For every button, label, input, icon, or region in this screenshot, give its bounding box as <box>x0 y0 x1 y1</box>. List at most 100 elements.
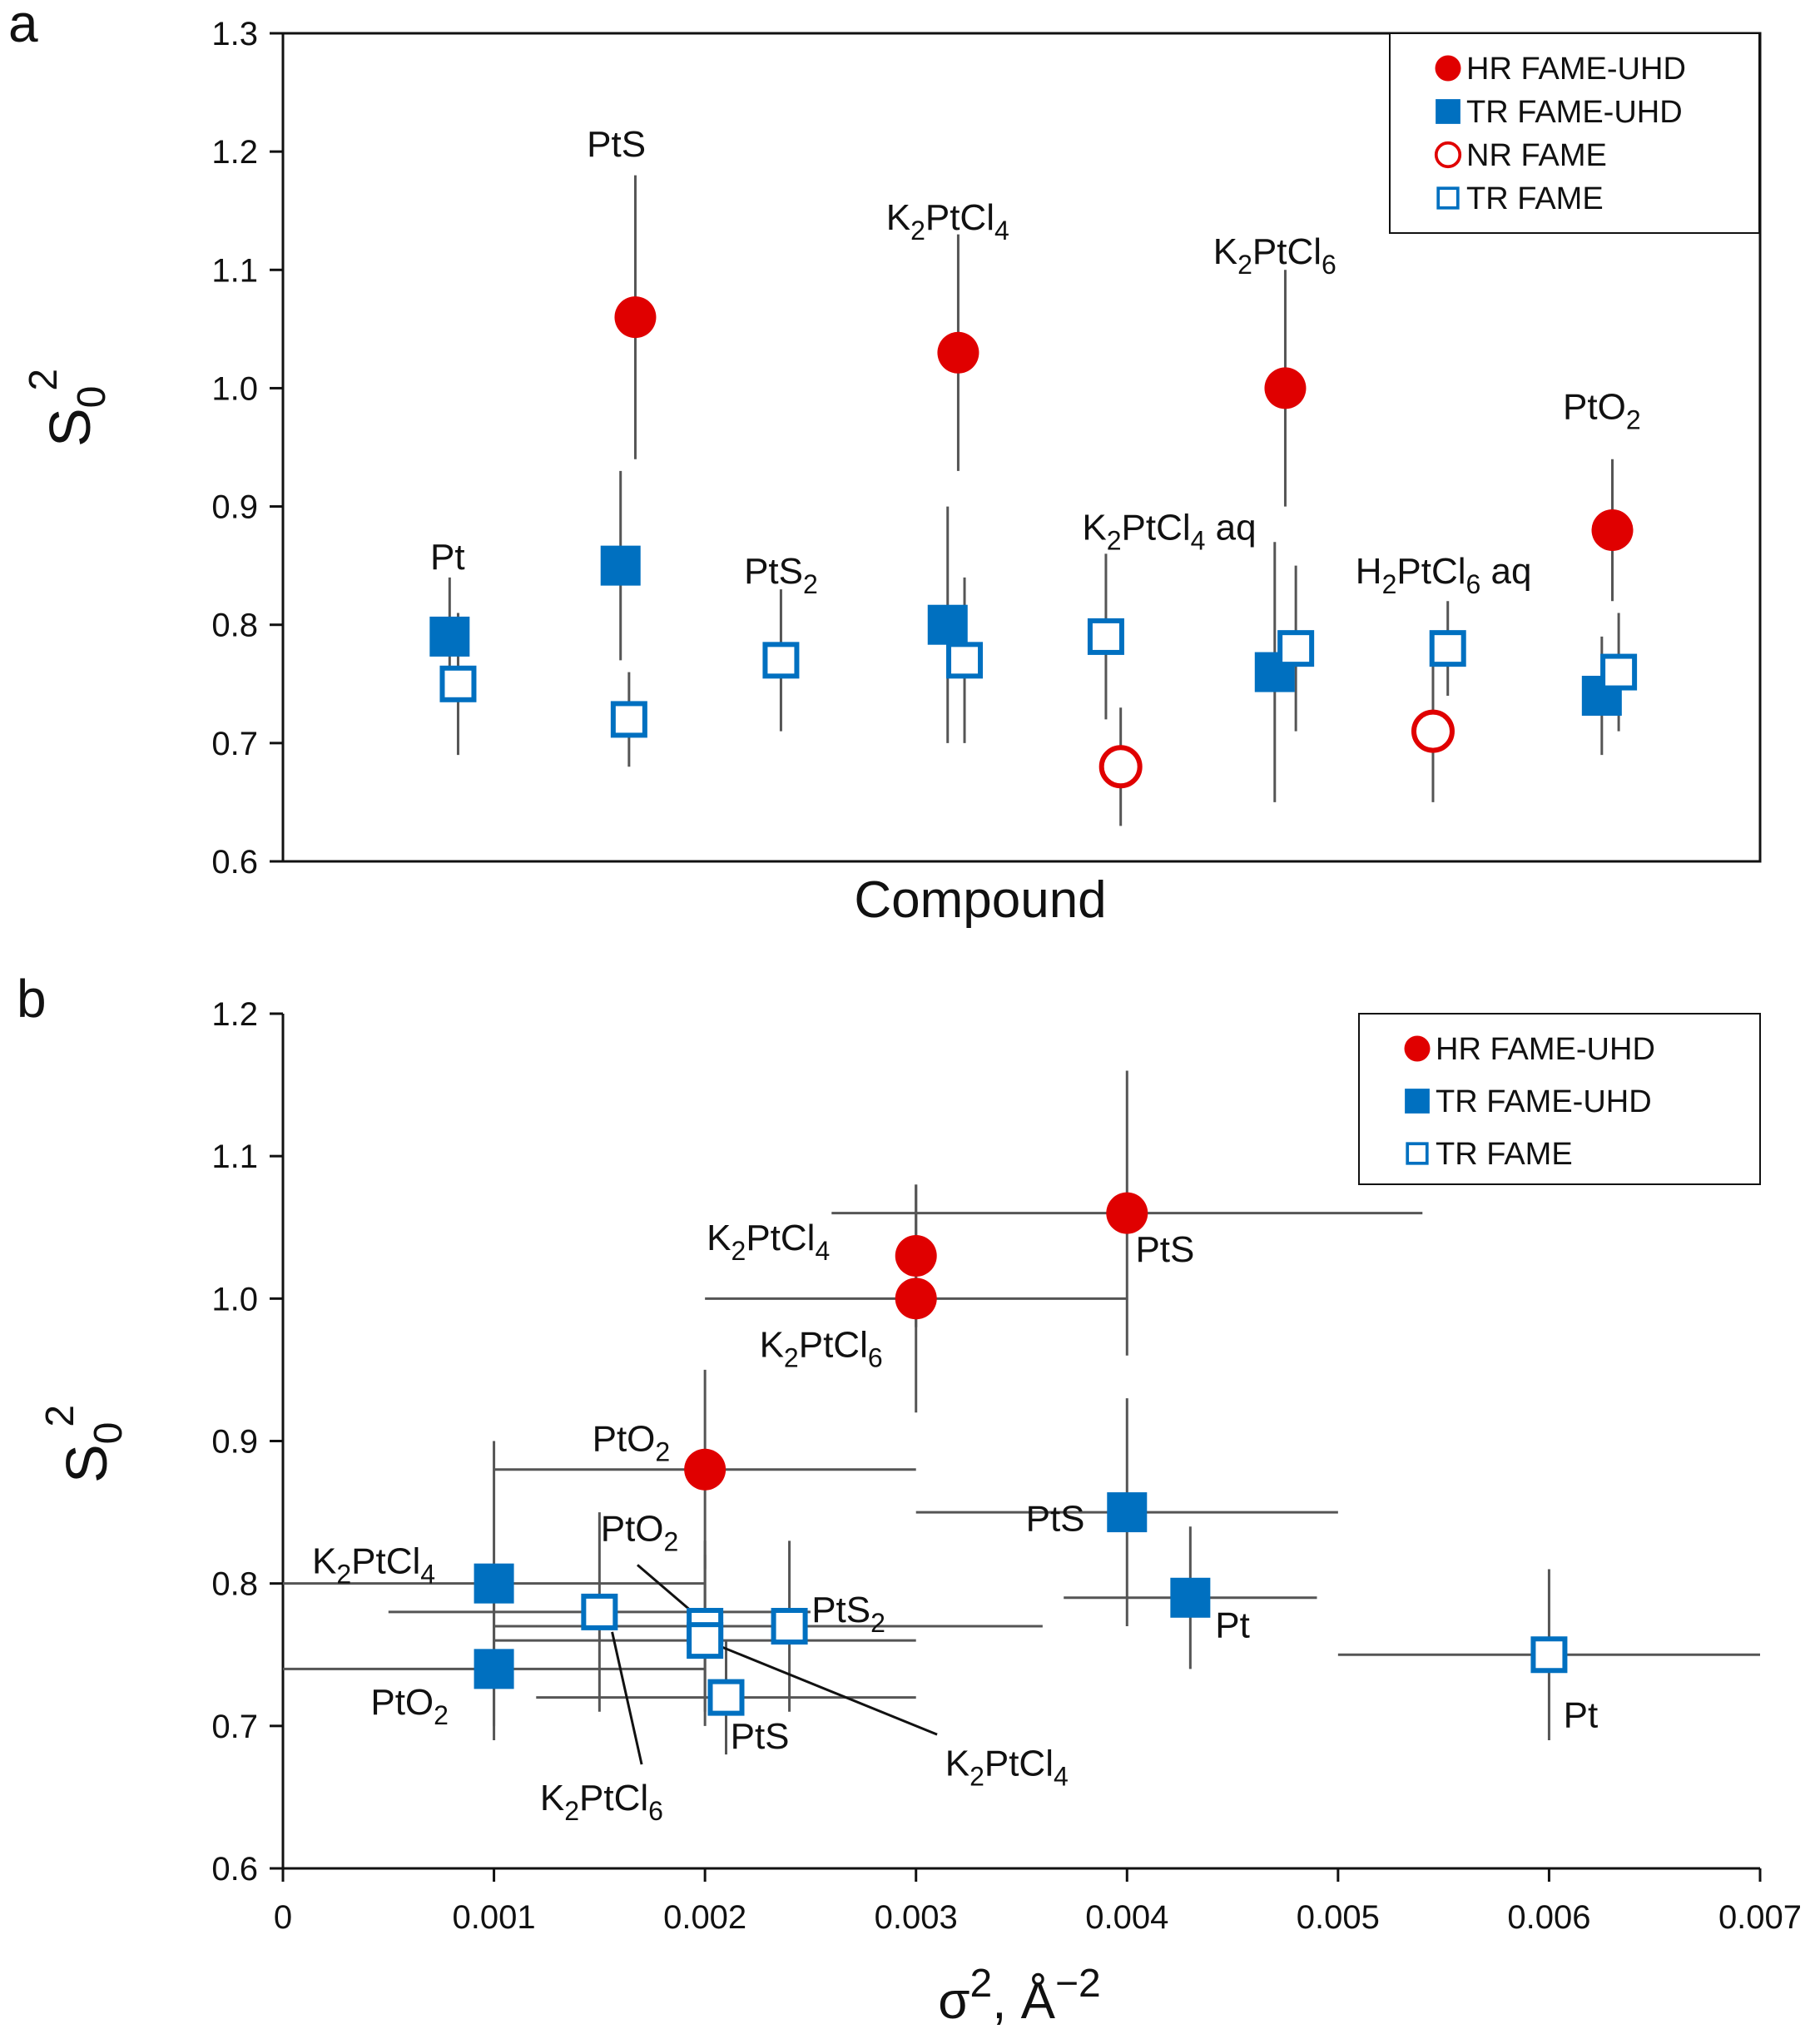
panel-b-x-tick-label: 0 <box>274 1899 292 1936</box>
panel-b-point-hr-fame-uhd <box>1106 1192 1148 1234</box>
panel-a-plot-frame <box>281 32 1762 863</box>
panel-b-letter: b <box>17 969 47 1029</box>
panel-a-compound-label: PtO2 <box>1563 386 1641 434</box>
panel-a-point-tr-fame <box>1087 618 1124 655</box>
panel-a-compound-label: Pt <box>430 537 465 578</box>
panel-b-compound-label: PtO2 <box>593 1418 671 1466</box>
panel-a-point-tr-fame <box>610 701 647 738</box>
panel-a-legend-label-tr-fame-uhd: TR FAME-UHD <box>1466 95 1683 130</box>
panel-a-point-tr-fame <box>1600 653 1638 691</box>
panel-a-point-tr-fame-uhd <box>927 604 968 645</box>
panel-a-point-hr-fame-uhd <box>614 296 657 339</box>
panel-a-legend-label-nr-fame: NR FAME <box>1466 138 1607 173</box>
panel-b-x-axis-title: σ2, Å−2 <box>938 1962 1101 2030</box>
panel-b-x-tick-label: 0.006 <box>1507 1899 1590 1936</box>
panel-b-compound-label: PtS2 <box>811 1590 885 1638</box>
panel-b-legend: HR FAME-UHD TR FAME-UHD TR FAME <box>1358 1013 1761 1185</box>
panel-b-compound-label: PtS <box>1135 1229 1194 1270</box>
panel-a-legend-label-tr-fame: TR FAME <box>1466 181 1604 216</box>
panel-a-point-tr-fame-uhd <box>600 545 641 586</box>
panel-a-point-tr-fame-uhd <box>429 616 470 657</box>
panel-a-legend-marker-tr-fame-uhd <box>1436 99 1460 124</box>
panel-b-point-tr-fame-uhd <box>474 1649 514 1689</box>
panel-b-x-tick-label: 0.001 <box>453 1899 536 1936</box>
panel-b-y-axis-title: S02 <box>38 1405 131 1483</box>
panel-b-compound-label: PtS <box>731 1716 790 1757</box>
panel-a-y-tick-label: 1.2 <box>211 134 258 171</box>
panel-b-point-tr-fame <box>771 1608 808 1645</box>
panel-b-point-tr-fame <box>707 1679 745 1716</box>
panel-b-compound-label: K2PtCl4 <box>312 1541 435 1590</box>
panel-b-y-tick-label: 1.1 <box>211 1139 258 1175</box>
panel-b-legend-marker-tr-fame <box>1406 1142 1429 1165</box>
panel-b-legend-label-tr-fame: TR FAME <box>1436 1137 1573 1172</box>
panel-a-y-tick-label: 0.7 <box>211 726 258 762</box>
panel-b-compound-label: PtO2 <box>370 1682 449 1730</box>
panel-a-y-tick-label: 0.9 <box>211 489 258 526</box>
panel-a-letter: a <box>8 0 38 53</box>
panel-a-compound-label: PtS2 <box>744 551 818 599</box>
panel-a-y-axis-title: S02 <box>22 369 114 447</box>
panel-b-compound-label: K2PtCl4 <box>707 1218 830 1266</box>
panel-a-point-hr-fame-uhd <box>1591 509 1634 551</box>
panel-a-y-tick-label: 1.3 <box>211 16 258 52</box>
panel-a-point-tr-fame <box>1429 630 1466 667</box>
panel-b-point-tr-fame-uhd <box>474 1563 514 1604</box>
svg-text:S02: S02 <box>22 369 114 447</box>
panel-a-legend-marker-nr-fame <box>1434 141 1462 169</box>
panel-a-y-tick-label: 1.0 <box>211 370 258 407</box>
panel-a-y-tick-label: 0.6 <box>211 844 258 881</box>
panel-b-y-tick-label: 0.6 <box>211 1851 258 1888</box>
panel-b-y-tick-label: 1.0 <box>211 1281 258 1317</box>
panel-b-compound-label: K2PtCl6 <box>540 1778 663 1826</box>
panel-b-legend-marker-tr-fame-uhd <box>1405 1089 1430 1114</box>
panel-a-point-hr-fame-uhd <box>1264 367 1307 409</box>
panel-b-x-tick-label: 0.002 <box>663 1899 746 1936</box>
panel-a-legend: HR FAME-UHD TR FAME-UHD NR FAME TR FAME <box>1389 32 1760 234</box>
panel-a-point-tr-fame <box>946 642 984 679</box>
panel-b-compound-label: Pt <box>1215 1605 1250 1646</box>
panel-b-legend-label-hr-fame-uhd: HR FAME-UHD <box>1436 1032 1655 1067</box>
panel-b-point-tr-fame-uhd <box>1107 1492 1148 1533</box>
panel-b-point-hr-fame-uhd <box>895 1277 937 1320</box>
panel-b-compound-label: PtO2 <box>601 1508 679 1556</box>
panel-b-x-tick-label: 0.004 <box>1085 1899 1168 1936</box>
panel-a-compound-label: K2PtCl4 <box>886 197 1009 246</box>
panel-b-y-tick-label: 0.7 <box>211 1709 258 1745</box>
panel-b-chart: b S02 σ2, Å−2 0.6 0.7 0.8 0.9 1.0 1.1 1.2 0 0.00… <box>17 969 1802 2030</box>
panel-a-point-tr-fame <box>439 665 477 702</box>
panel-b-point-tr-fame <box>581 1593 618 1630</box>
panel-b-compound-label: PtS <box>1026 1498 1085 1539</box>
panel-a-point-tr-fame <box>762 642 800 679</box>
panel-b-y-tick-label: 1.2 <box>211 996 258 1033</box>
panel-b-x-tick-label: 0.003 <box>875 1899 958 1936</box>
panel-a-point-nr-fame <box>1411 709 1455 753</box>
panel-b-x-tick-label: 0.005 <box>1297 1899 1380 1936</box>
panel-b-legend-marker-hr-fame-uhd <box>1404 1035 1431 1062</box>
panel-b-point-tr-fame-uhd <box>1170 1577 1211 1618</box>
panel-a-y-tick-label: 1.1 <box>211 252 258 289</box>
panel-a-point-hr-fame-uhd <box>937 331 979 374</box>
panel-b-leader-line <box>611 1631 643 1765</box>
panel-b-compound-label: K2PtCl4 <box>945 1744 1069 1792</box>
panel-a-compound-label: K2PtCl6 <box>1213 231 1336 280</box>
panel-a-legend-label-hr-fame-uhd: HR FAME-UHD <box>1466 52 1686 87</box>
panel-b-compound-label: Pt <box>1564 1695 1599 1736</box>
panel-b-point-hr-fame-uhd <box>684 1448 727 1491</box>
panel-a-chart: a S02 Compound 0.60.70.80.91.01.11.21.3 … <box>8 0 1762 929</box>
panel-b-x-tick-label: 0.007 <box>1718 1899 1802 1936</box>
panel-b-compound-label: K2PtCl6 <box>760 1325 883 1373</box>
panel-a-legend-marker-hr-fame-uhd <box>1435 55 1461 82</box>
panel-b-point-hr-fame-uhd <box>895 1234 937 1277</box>
panel-a-point-nr-fame <box>1098 745 1143 789</box>
panel-a-y-tick-label: 0.8 <box>211 608 258 644</box>
panel-b-leader-line <box>719 1645 938 1736</box>
panel-a-compound-label: PtS <box>587 124 646 165</box>
panel-a-compound-label: H2PtCl6 aq <box>1356 551 1532 599</box>
panel-b-y-tick-label: 0.9 <box>211 1424 258 1461</box>
panel-a-x-axis-title: Compound <box>854 871 1106 929</box>
panel-a-legend-marker-tr-fame <box>1436 186 1460 210</box>
svg-text:S02: S02 <box>38 1405 131 1483</box>
panel-b-legend-label-tr-fame-uhd: TR FAME-UHD <box>1436 1084 1652 1119</box>
